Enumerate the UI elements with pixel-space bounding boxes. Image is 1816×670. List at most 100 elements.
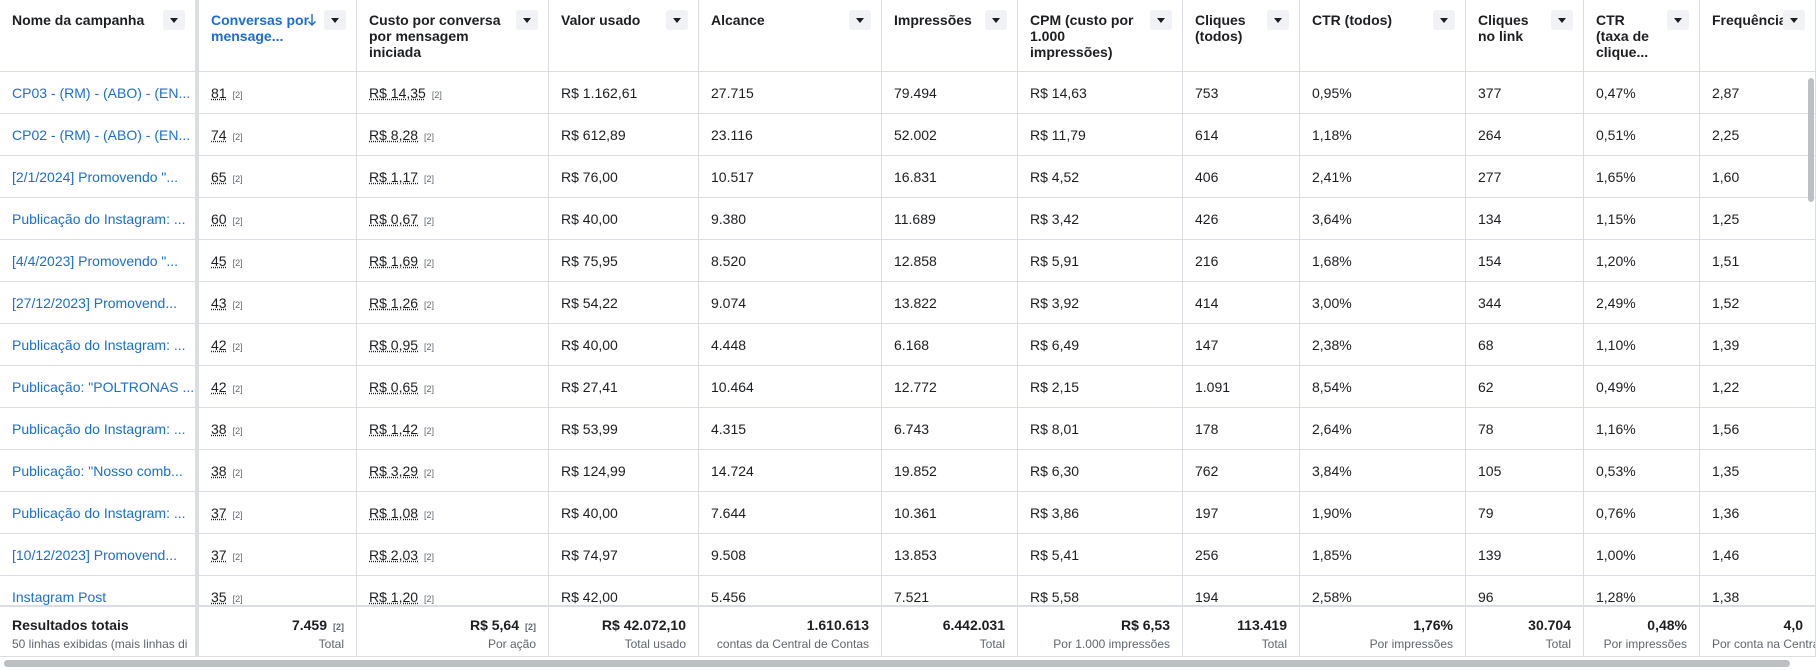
column-menu-button[interactable]	[1150, 10, 1172, 30]
campaign-name-cell[interactable]: Publicação do Instagram: ...	[0, 198, 199, 240]
column-menu-button[interactable]	[1267, 10, 1289, 30]
column-menu-button[interactable]	[516, 10, 538, 30]
header-label: Alcance	[711, 12, 765, 28]
metric-cell: 79.494	[882, 72, 1018, 114]
column-menu-button[interactable]	[324, 10, 346, 30]
campaign-name-cell[interactable]: Publicação do Instagram: ...	[0, 324, 199, 366]
metric-value: 414	[1195, 295, 1219, 311]
metric-cell: 426	[1183, 198, 1300, 240]
metric-value: R$ 124,99	[561, 463, 626, 479]
column-header[interactable]: Cliques (todos)	[1183, 0, 1300, 72]
metric-cell: 0,49%	[1584, 366, 1700, 408]
metric-cell: 277	[1466, 156, 1584, 198]
column-header[interactable]: Impressões	[882, 0, 1018, 72]
totals-cell: 1.610.613 contas da Central de Contas	[699, 605, 882, 657]
column-header[interactable]: Nome da campanha	[0, 0, 199, 72]
metric-value: 1,28%	[1596, 589, 1636, 605]
metric-cell: R$ 3,29 [2]	[357, 450, 549, 492]
metric-cell: 1,36	[1700, 492, 1816, 534]
attribution-note: [2]	[232, 300, 243, 310]
column-menu-button[interactable]	[849, 10, 871, 30]
column-header[interactable]: Alcance	[699, 0, 882, 72]
metric-value: 23.116	[711, 127, 753, 143]
column-menu-button[interactable]	[666, 10, 688, 30]
metric-cell: 9.380	[699, 198, 882, 240]
column-menu-button[interactable]	[163, 10, 185, 30]
attribution-note: [2]	[431, 90, 442, 100]
metric-cell: 12.858	[882, 240, 1018, 282]
campaign-name-cell[interactable]: Publicação do Instagram: ...	[0, 408, 199, 450]
metric-cell: R$ 54,22	[549, 282, 699, 324]
metric-cell: R$ 3,86	[1018, 492, 1183, 534]
vertical-scrollbar[interactable]	[1808, 78, 1814, 202]
total-sublabel: Por 1.000 impressões	[1053, 637, 1170, 651]
column-header[interactable]: Valor usado	[549, 0, 699, 72]
metric-value: 1,85%	[1312, 547, 1352, 563]
horizontal-scrollbar[interactable]	[4, 660, 1790, 667]
column-menu-button[interactable]	[1667, 10, 1689, 30]
metric-cell: 11.689	[882, 198, 1018, 240]
metric-value: R$ 40,00	[561, 337, 618, 353]
metric-value: 426	[1195, 211, 1219, 227]
campaign-name-cell[interactable]: Publicação: "POLTRONAS ...	[0, 366, 199, 408]
metric-value: 154	[1478, 253, 1502, 269]
total-value-text: 113.419	[1237, 617, 1287, 633]
column-header[interactable]: CTR (taxa de clique...	[1584, 0, 1700, 72]
metric-value: 3,00%	[1312, 295, 1352, 311]
metric-cell: 0,76%	[1584, 492, 1700, 534]
column-header[interactable]: CTR (todos)	[1300, 0, 1466, 72]
metric-cell: 344	[1466, 282, 1584, 324]
metric-value: 377	[1478, 85, 1502, 101]
metric-value: 8.520	[711, 253, 747, 269]
metric-cell: 2,64%	[1300, 408, 1466, 450]
metric-value: R$ 53,99	[561, 421, 618, 437]
column-menu-button[interactable]	[985, 10, 1007, 30]
metric-cell: R$ 53,99	[549, 408, 699, 450]
campaign-name-cell[interactable]: CP02 - (RM) - (ABO) - (EN...	[0, 114, 199, 156]
column-header[interactable]: Conversas por mensage...	[199, 0, 357, 72]
metric-cell: R$ 6,30	[1018, 450, 1183, 492]
metric-value: R$ 5,91	[1030, 253, 1080, 269]
total-value: 113.419	[1195, 617, 1287, 633]
metric-cell: 8,54%	[1300, 366, 1466, 408]
attribution-note: [2]	[424, 594, 435, 604]
metric-value: 1,46	[1712, 547, 1740, 563]
metric-value: 1,36	[1712, 505, 1740, 521]
metric-cell: R$ 6,49	[1018, 324, 1183, 366]
campaign-name-cell[interactable]: [10/12/2023] Promovend...	[0, 534, 199, 576]
metric-cell: 8.520	[699, 240, 882, 282]
metric-cell: 1,00%	[1584, 534, 1700, 576]
column-header[interactable]: CPM (custo por 1.000 impressões)	[1018, 0, 1183, 72]
total-value-text: 0,48%	[1647, 617, 1687, 633]
column-header[interactable]: Custo por conversa por mensagem iniciada	[357, 0, 549, 72]
column-menu-button[interactable]	[1433, 10, 1455, 30]
metric-value: 1,51	[1712, 253, 1740, 269]
header-label: Impressões	[894, 12, 972, 28]
metric-value: 45	[211, 253, 227, 269]
total-value-text: 1.610.613	[806, 617, 869, 633]
metric-value: 1,56	[1712, 421, 1740, 437]
total-value-text: Resultados totais	[12, 617, 129, 633]
column-menu-button[interactable]	[1551, 10, 1573, 30]
metric-value: 0,53%	[1596, 463, 1636, 479]
campaign-link: Publicação do Instagram: ...	[12, 337, 186, 353]
campaign-name-cell[interactable]: Publicação do Instagram: ...	[0, 492, 199, 534]
campaign-name-cell[interactable]: Publicação: "Nosso comb...	[0, 450, 199, 492]
campaign-name-cell[interactable]: [4/4/2023] Promovendo "...	[0, 240, 199, 282]
metric-value: 0,51%	[1596, 127, 1636, 143]
attribution-note: [2]	[232, 174, 243, 184]
campaign-link: Publicação do Instagram: ...	[12, 211, 186, 227]
campaign-name-cell[interactable]: CP03 - (RM) - (ABO) - (EN...	[0, 72, 199, 114]
column-menu-button[interactable]	[1783, 10, 1805, 30]
metric-value: R$ 5,58	[1030, 589, 1080, 605]
metric-cell: 14.724	[699, 450, 882, 492]
campaign-name-cell[interactable]: Instagram Post	[0, 576, 199, 605]
column-header[interactable]: Frequência	[1700, 0, 1816, 72]
column-header[interactable]: Cliques no link	[1466, 0, 1584, 72]
metric-cell: 194	[1183, 576, 1300, 605]
metric-value: 1,15%	[1596, 211, 1636, 227]
campaign-name-cell[interactable]: [2/1/2024] Promovendo "...	[0, 156, 199, 198]
campaign-name-cell[interactable]: [27/12/2023] Promovend...	[0, 282, 199, 324]
metric-cell: R$ 612,89	[549, 114, 699, 156]
total-value-text: R$ 42.072,10	[601, 617, 686, 633]
